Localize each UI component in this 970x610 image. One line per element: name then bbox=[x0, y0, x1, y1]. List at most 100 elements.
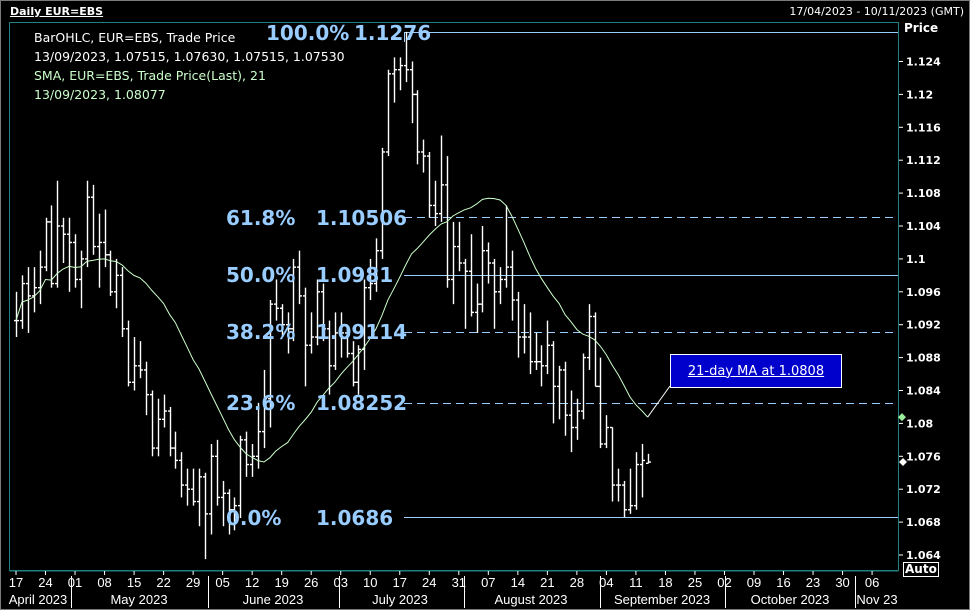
x-tick-label: 21 bbox=[540, 575, 554, 590]
y-tick-label: 1.064 bbox=[906, 549, 941, 562]
ohlc-bar bbox=[32, 267, 37, 313]
price-axis-label: Price bbox=[904, 21, 939, 35]
x-tick-label: 30 bbox=[835, 575, 849, 590]
ohlc-bar bbox=[345, 324, 350, 358]
x-tick-label: 31 bbox=[452, 575, 466, 590]
ohlc-bar bbox=[250, 443, 255, 477]
legend-sma-series: SMA, EUR=EBS, Trade Price(Last), 21 bbox=[34, 68, 266, 83]
ohlc-bar bbox=[73, 234, 78, 288]
ohlc-bar bbox=[534, 332, 539, 370]
ohlc-bar bbox=[610, 426, 615, 502]
y-tick-label: 1.092 bbox=[906, 319, 941, 332]
ohlc-bar bbox=[427, 151, 432, 218]
ohlc-bar bbox=[433, 180, 438, 226]
ma-callout-text: 21-day MA at 1.0808 bbox=[687, 363, 825, 379]
chart-legend: BarOHLC, EUR=EBS, Trade Price 13/09/2023… bbox=[34, 28, 345, 104]
ohlc-bar bbox=[451, 221, 456, 305]
x-tick-label: 07 bbox=[481, 575, 495, 590]
ohlc-bar bbox=[162, 394, 167, 428]
ohlc-bar bbox=[280, 304, 285, 338]
ohlc-bar bbox=[197, 468, 202, 527]
ohlc-bar bbox=[221, 480, 226, 527]
x-month-label: August 2023 bbox=[494, 592, 567, 607]
ohlc-bar bbox=[593, 312, 598, 388]
fib-value-0: 1.0686 bbox=[316, 506, 393, 530]
ohlc-bar bbox=[44, 217, 49, 272]
fib-pct-38.2: 38.2% bbox=[226, 320, 295, 344]
y-tick-label: 1.112 bbox=[906, 154, 941, 167]
x-tick-label: 01 bbox=[68, 575, 82, 590]
axis-border bbox=[9, 570, 899, 572]
ohlc-bar bbox=[203, 472, 208, 560]
ohlc-bar bbox=[286, 312, 291, 354]
ohlc-bar bbox=[368, 258, 373, 301]
ohlc-bar bbox=[126, 320, 131, 387]
ohlc-bar bbox=[410, 61, 415, 124]
ohlc-bar bbox=[598, 357, 603, 449]
ohlc-bar bbox=[108, 250, 113, 296]
ohlc-bar bbox=[309, 312, 314, 354]
auto-scale-button[interactable]: Auto bbox=[903, 562, 939, 577]
x-tick-label: 29 bbox=[186, 575, 200, 590]
ohlc-bar bbox=[469, 234, 474, 317]
x-month-label: Nov 23 bbox=[856, 592, 897, 607]
x-tick-label: 17 bbox=[9, 575, 23, 590]
ohlc-bar bbox=[227, 489, 232, 535]
ohlc-bar bbox=[415, 90, 420, 165]
ohlc-bar bbox=[510, 250, 515, 321]
ohlc-bar bbox=[616, 468, 621, 502]
ohlc-bar bbox=[569, 390, 574, 453]
ohlc-bar bbox=[327, 320, 332, 395]
ohlc-bar bbox=[563, 361, 568, 436]
ohlc-bar bbox=[486, 242, 491, 284]
ohlc-bar bbox=[138, 341, 143, 379]
ohlc-bar bbox=[398, 57, 403, 91]
ohlc-bar bbox=[191, 468, 196, 506]
ohlc-bar bbox=[421, 139, 426, 173]
fib-pct-0: 0.0% bbox=[226, 506, 281, 530]
x-tick-label: 15 bbox=[127, 575, 141, 590]
ohlc-bar bbox=[150, 390, 155, 457]
ohlc-bar bbox=[457, 221, 462, 272]
x-tick-label: 25 bbox=[688, 575, 702, 590]
fib-value-50: 1.0981 bbox=[316, 263, 393, 287]
y-tick-label: 1.088 bbox=[906, 352, 941, 365]
fib-value-61.8: 1.10506 bbox=[316, 206, 407, 230]
ohlc-bar bbox=[351, 341, 356, 387]
x-month-label: September 2023 bbox=[614, 592, 710, 607]
ohlc-bar bbox=[268, 300, 273, 428]
ohlc-bar bbox=[646, 453, 651, 464]
fib-value-38.2: 1.09114 bbox=[316, 320, 407, 344]
x-tick-label: 09 bbox=[747, 575, 761, 590]
ohlc-bar bbox=[392, 57, 397, 103]
y-tick-label: 1.08 bbox=[906, 417, 933, 430]
ohlc-bar bbox=[339, 312, 344, 358]
ohlc-bar bbox=[262, 369, 267, 449]
price-last-marker-icon bbox=[899, 458, 907, 467]
legend-ohlc-values: 13/09/2023, 1.07515, 1.07630, 1.07515, 1… bbox=[34, 49, 345, 64]
ohlc-bar bbox=[67, 217, 72, 292]
ohlc-bar bbox=[522, 304, 527, 354]
ohlc-bar bbox=[628, 468, 633, 514]
x-month-label: July 2023 bbox=[372, 592, 428, 607]
ohlc-bar bbox=[581, 353, 586, 420]
x-tick-label: 12 bbox=[245, 575, 259, 590]
fib-pct-23.6: 23.6% bbox=[226, 391, 295, 415]
ohlc-bar bbox=[256, 402, 261, 469]
chart-title[interactable]: Daily EUR=EBS bbox=[10, 5, 104, 18]
ma-callout[interactable]: 21-day MA at 1.0808 bbox=[670, 354, 842, 388]
ohlc-bar bbox=[315, 279, 320, 346]
x-tick-label: 02 bbox=[717, 575, 731, 590]
x-month-label: April 2023 bbox=[9, 592, 68, 607]
ohlc-bar bbox=[103, 209, 108, 268]
ohlc-bar bbox=[498, 267, 503, 305]
x-tick-label: 22 bbox=[156, 575, 170, 590]
fib-value-23.6: 1.08252 bbox=[316, 391, 407, 415]
y-tick-label: 1.12 bbox=[906, 88, 933, 101]
x-tick-label: 26 bbox=[304, 575, 318, 590]
ohlc-bar bbox=[545, 320, 550, 375]
ohlc-bar bbox=[55, 180, 60, 288]
x-tick-label: 17 bbox=[393, 575, 407, 590]
ohlc-bar bbox=[404, 31, 409, 83]
